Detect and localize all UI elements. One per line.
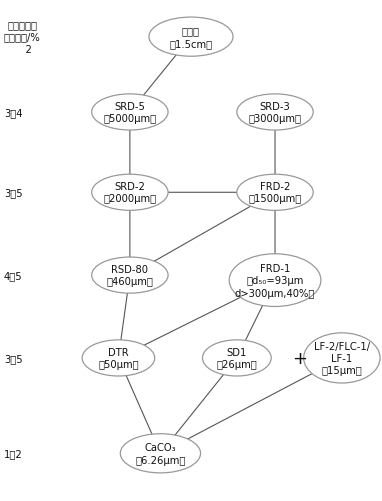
Text: 1～2: 1～2: [4, 448, 23, 458]
Text: RSD-80
（460μm）: RSD-80 （460μm）: [107, 265, 153, 287]
Ellipse shape: [237, 95, 313, 131]
Text: 核桃壳
（1.5cm）: 核桃壳 （1.5cm）: [170, 27, 212, 49]
Text: FRD-1
（d₅₀=93μm
d>300μm,40%）: FRD-1 （d₅₀=93μm d>300μm,40%）: [235, 263, 315, 298]
Ellipse shape: [82, 340, 155, 376]
Ellipse shape: [202, 340, 271, 376]
Text: 堵漏钻井液
推荐配比/%
    2: 堵漏钻井液 推荐配比/% 2: [4, 20, 40, 55]
Text: 3～4: 3～4: [4, 108, 22, 118]
Text: SRD-2
（2000μm）: SRD-2 （2000μm）: [103, 182, 157, 204]
Text: FRD-2
（1500μm）: FRD-2 （1500μm）: [248, 182, 302, 204]
Text: 3～5: 3～5: [4, 353, 23, 363]
Text: DTR
（50μm）: DTR （50μm）: [98, 347, 139, 369]
Ellipse shape: [92, 95, 168, 131]
Text: SD1
（26μm）: SD1 （26μm）: [217, 347, 257, 369]
Text: LF-2/FLC-1/
LF-1
（15μm）: LF-2/FLC-1/ LF-1 （15μm）: [314, 341, 370, 376]
Text: SRD-5
（5000μm）: SRD-5 （5000μm）: [103, 102, 157, 124]
Text: SRD-3
（3000μm）: SRD-3 （3000μm）: [249, 102, 301, 124]
Ellipse shape: [120, 434, 201, 473]
Ellipse shape: [92, 258, 168, 294]
Text: 4～5: 4～5: [4, 271, 23, 281]
Text: +: +: [292, 349, 308, 367]
Ellipse shape: [92, 175, 168, 211]
Ellipse shape: [304, 333, 380, 383]
Ellipse shape: [237, 175, 313, 211]
Text: CaCO₃
（6.26μm）: CaCO₃ （6.26μm）: [135, 442, 186, 464]
Ellipse shape: [229, 255, 321, 307]
Ellipse shape: [149, 18, 233, 57]
Text: 3～5: 3～5: [4, 188, 23, 198]
